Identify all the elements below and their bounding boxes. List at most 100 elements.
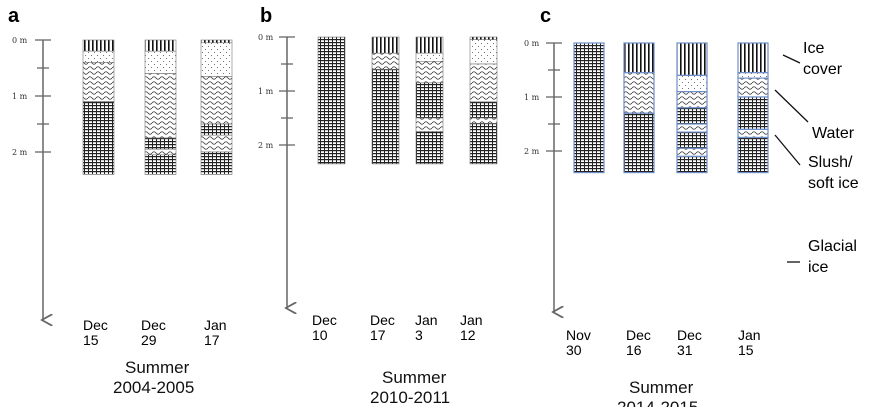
layer-glacial [469,123,498,165]
date-label: Jan [460,312,483,328]
layer-ice-cover [415,36,444,54]
depth-tick-label: 0 m [258,33,274,42]
depth-tick-label: 2 m [12,148,28,157]
layer-slush [200,134,233,153]
layer-slush [676,90,708,109]
date-label: Nov [566,327,591,343]
layer-glacial [737,136,769,174]
summer-label: 2014-2015 [617,398,698,407]
ice-core-column [415,36,444,165]
layer-slush [415,60,444,84]
layer-glacial [676,131,708,149]
legend-label: Glacial [808,238,857,255]
ice-core-column [144,39,177,175]
legend-label: cover [803,61,843,78]
legend-item-slush: Slush/soft ice [774,134,859,192]
ice-core-column [676,42,708,174]
date-label: Dec [677,327,702,343]
layer-glacial [676,107,708,125]
layer-water [200,42,233,77]
date-label: Dec [370,312,395,328]
depth-tick-label: 0 m [524,39,540,48]
layer-ice-cover [144,39,177,52]
legend-label: Water [812,125,855,142]
summer-label: 2010-2011 [370,388,450,407]
layer-water [415,52,444,62]
depth-tick-label: 2 m [258,141,274,150]
date-label: 31 [677,342,693,358]
date-label: Jan [204,317,227,333]
panel-b: b0 m1 m2 mDec10Dec17Jan3Jan12Summer2010-… [258,5,498,407]
legend-item-water: Water [774,89,855,142]
layer-slush [469,63,498,103]
layer-water [469,39,498,65]
ice-core-column [623,42,655,174]
date-label: 10 [312,327,328,343]
ice-core-column [82,39,115,175]
layer-water [676,74,708,93]
date-label: 3 [415,327,423,343]
layer-glacial [144,154,177,175]
date-label: 16 [626,342,642,358]
legend-item-ice-cover: Ice cover [782,40,843,78]
date-label: Dec [312,312,337,328]
depth-tick-label: 0 m [12,36,28,45]
legend-leader-line [774,134,801,166]
legend-item-glacial: Glacial ice [787,238,857,276]
depth-tick-label: 2 m [524,147,540,156]
legend-label: soft ice [808,175,859,192]
summer-label: 2004-2005 [113,378,194,397]
ice-core-column [371,36,400,165]
layer-slush [676,147,708,158]
date-label: 17 [370,327,386,343]
ice-core-column [573,42,605,174]
date-label: Dec [83,317,108,333]
layer-ice-cover [82,39,115,52]
layer-glacial [469,101,498,119]
layer-glacial [144,137,177,150]
layer-glacial [676,155,708,174]
date-label: 15 [83,332,99,348]
layer-glacial [200,123,233,136]
layer-slush [144,73,177,139]
layer-ice-cover [676,42,708,77]
layer-slush [144,148,177,156]
summer-label: Summer [125,358,190,377]
date-label: 17 [204,332,220,348]
layer-glacial [573,42,605,174]
layer-ice-cover [737,42,769,74]
layer-water [82,50,115,63]
layer-glacial [623,112,655,174]
date-label: 30 [566,342,582,358]
layer-water [737,72,769,79]
summer-label: Summer [629,378,694,397]
layer-slush [737,77,769,98]
layer-glacial [317,36,346,165]
layer-water [144,50,177,74]
layer-slush [623,72,655,114]
legend-label: Ice [803,40,824,57]
ice-core-column [317,36,346,165]
depth-tick-label: 1 m [12,92,28,101]
date-label: 15 [738,342,754,358]
layer-slush [469,117,498,124]
layer-ice-cover [469,36,498,41]
date-label: Jan [738,327,761,343]
date-label: 29 [141,332,157,348]
layer-slush [415,117,444,132]
panel-letter: a [8,5,20,27]
panel-letter: b [260,5,272,27]
summer-label: Summer [382,368,447,387]
layer-glacial [737,96,769,131]
legend-leader-line [774,89,809,123]
panel-c: c0 m1 m2 mNov30Dec16Dec31Jan15Summer2014… [524,5,769,407]
layer-slush [371,52,400,70]
layer-glacial [82,101,115,175]
ice-core-column [200,39,233,175]
date-label: Dec [626,327,651,343]
depth-tick-label: 1 m [524,93,540,102]
date-label: Dec [141,317,166,333]
legend-label: ice [808,259,829,276]
